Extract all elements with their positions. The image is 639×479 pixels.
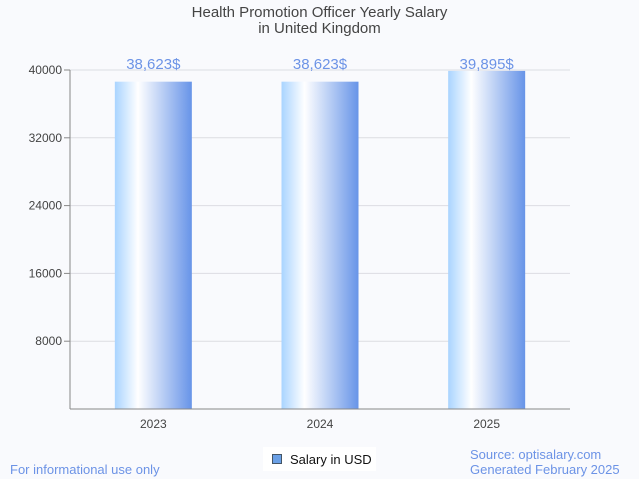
- x-tick-label: 2024: [307, 417, 334, 431]
- title-line: Health Promotion Officer Yearly Salary: [191, 4, 448, 21]
- y-tick-label: 24000: [29, 199, 63, 213]
- subtitle-line: in United Kingdom: [258, 20, 381, 37]
- y-tick-label: 32000: [29, 131, 63, 145]
- data-label: 38,623$: [126, 56, 181, 73]
- legend-swatch: [272, 454, 282, 464]
- data-label: 38,623$: [293, 56, 348, 73]
- data-label: 39,895$: [460, 56, 515, 73]
- x-tick-label: 2025: [473, 417, 500, 431]
- y-tick-label: 40000: [29, 63, 63, 77]
- legend[interactable]: Salary in USD: [263, 447, 376, 471]
- generated-date: Generated February 2025: [470, 462, 620, 477]
- y-tick-label: 8000: [35, 334, 62, 348]
- y-tick-label: 16000: [29, 266, 63, 280]
- legend-label: Salary in USD: [290, 451, 372, 467]
- bar-2024: [281, 81, 359, 409]
- bar-2025: [448, 70, 526, 409]
- x-tick-label: 2023: [140, 417, 167, 431]
- bar-2023: [114, 81, 192, 409]
- disclaimer: For informational use only: [10, 462, 160, 477]
- source-link[interactable]: Source: optisalary.com: [470, 447, 602, 462]
- chart-title: Health Promotion Officer Yearly Salary i…: [0, 5, 639, 37]
